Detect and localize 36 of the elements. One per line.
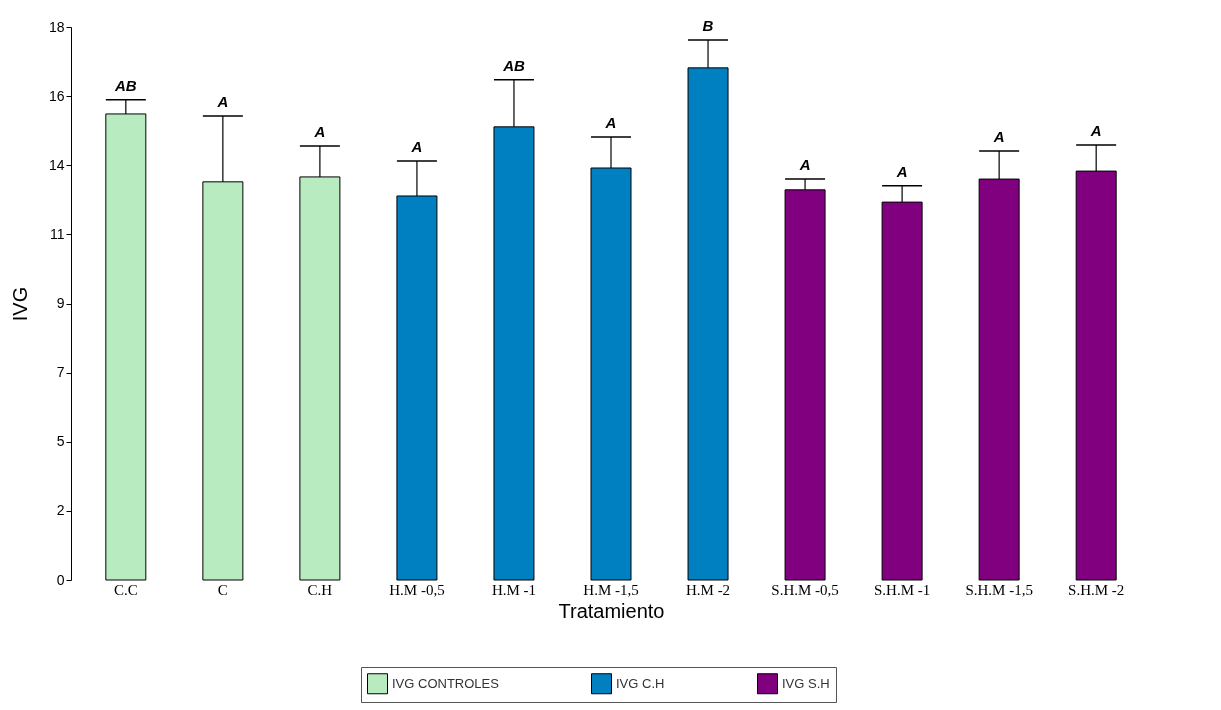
legend-label: IVG CONTROLES [392,675,500,691]
annotation: A [798,156,811,174]
x-tick-label: S.H.M -2 [1068,581,1125,598]
y-tick-label: 5 [56,433,65,450]
annotation: A [604,113,617,131]
y-axis-title: IVG [8,286,31,322]
x-tick-label: C.H [307,581,333,598]
y-tick-label: 7 [56,364,65,381]
annotation: A [895,162,908,180]
x-axis-title: Tratamiento [558,599,665,622]
x-tick-label: C [217,581,228,598]
x-tick-label: H.M -0,5 [389,581,445,598]
x-tick-label: H.M -1,5 [583,581,639,598]
annotation: A [216,93,229,111]
y-tick-label: 16 [48,87,65,104]
x-tick-label: S.H.M -0,5 [771,581,839,598]
y-tick-label: 0 [56,571,65,588]
x-tick-label: C.C [113,581,138,598]
legend-label: IVG S.H [782,675,830,691]
x-tick-label: S.H.M -1,5 [965,581,1033,598]
y-tick-label: 2 [56,502,65,519]
x-tick-label: H.M -1 [491,581,537,598]
annotation: B [702,16,714,34]
annotation: A [313,122,326,140]
annotation: AB [113,76,137,94]
x-tick-label: H.M -2 [685,581,731,598]
annotation: AB [502,56,525,74]
annotation: A [992,128,1005,146]
y-tick-label: 18 [48,18,65,35]
legend-label: IVG C.H [616,675,665,691]
y-tick-label: 11 [49,225,65,242]
y-tick-label: 14 [48,156,65,173]
annotation: A [410,137,423,155]
annotation: A [1089,121,1102,139]
x-tick-label: S.H.M -1 [873,581,931,598]
y-tick-label: 9 [56,295,65,311]
